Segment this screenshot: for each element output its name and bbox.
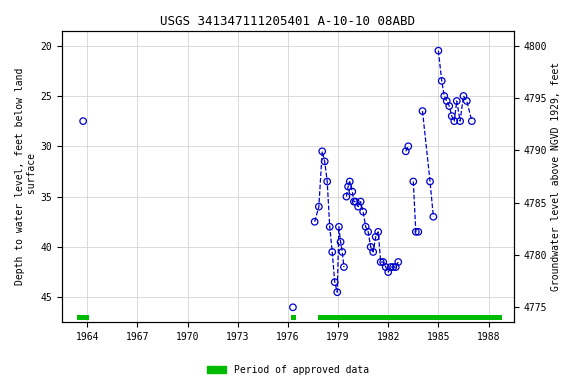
Point <box>386 264 395 270</box>
Point <box>414 229 423 235</box>
Point <box>456 118 465 124</box>
Point <box>381 264 391 270</box>
Point <box>289 304 298 310</box>
Point <box>345 179 354 185</box>
Point <box>445 103 454 109</box>
Point <box>447 113 456 119</box>
Point <box>334 224 343 230</box>
Point <box>314 204 324 210</box>
Point <box>434 48 443 54</box>
Bar <box>318 315 502 320</box>
Point <box>354 204 363 210</box>
Legend: Period of approved data: Period of approved data <box>203 361 373 379</box>
Point <box>332 289 342 295</box>
Point <box>366 244 376 250</box>
Point <box>376 259 385 265</box>
Point <box>328 249 337 255</box>
Point <box>437 78 446 84</box>
Point <box>350 199 359 205</box>
Point <box>389 264 398 270</box>
Point <box>320 158 329 164</box>
Point <box>374 229 383 235</box>
Point <box>371 234 380 240</box>
Bar <box>77 315 89 320</box>
Point <box>330 279 339 285</box>
Point <box>348 189 357 195</box>
Point <box>393 259 403 265</box>
Point <box>426 179 435 185</box>
Y-axis label: Depth to water level, feet below land
 surface: Depth to water level, feet below land su… <box>15 68 37 285</box>
Point <box>462 98 471 104</box>
Point <box>439 93 449 99</box>
Point <box>467 118 476 124</box>
Point <box>336 239 345 245</box>
Point <box>310 219 319 225</box>
Point <box>78 118 88 124</box>
Point <box>459 93 468 99</box>
Point <box>429 214 438 220</box>
Point <box>351 199 360 205</box>
Title: USGS 341347111205401 A-10-10 08ABD: USGS 341347111205401 A-10-10 08ABD <box>161 15 415 28</box>
Point <box>338 249 347 255</box>
Point <box>317 148 327 154</box>
Point <box>442 98 452 104</box>
Point <box>418 108 427 114</box>
Point <box>339 264 348 270</box>
Point <box>356 199 365 205</box>
Point <box>325 224 334 230</box>
Point <box>369 249 378 255</box>
Point <box>363 229 373 235</box>
Point <box>384 269 393 275</box>
Point <box>409 179 418 185</box>
Bar <box>291 315 296 320</box>
Point <box>404 143 413 149</box>
Y-axis label: Groundwater level above NGVD 1929, feet: Groundwater level above NGVD 1929, feet <box>551 62 561 291</box>
Point <box>401 148 410 154</box>
Point <box>411 229 420 235</box>
Point <box>343 184 353 190</box>
Point <box>450 118 459 124</box>
Point <box>358 209 367 215</box>
Point <box>378 259 388 265</box>
Point <box>361 224 370 230</box>
Point <box>391 264 400 270</box>
Point <box>342 194 351 200</box>
Point <box>452 98 461 104</box>
Point <box>323 179 332 185</box>
